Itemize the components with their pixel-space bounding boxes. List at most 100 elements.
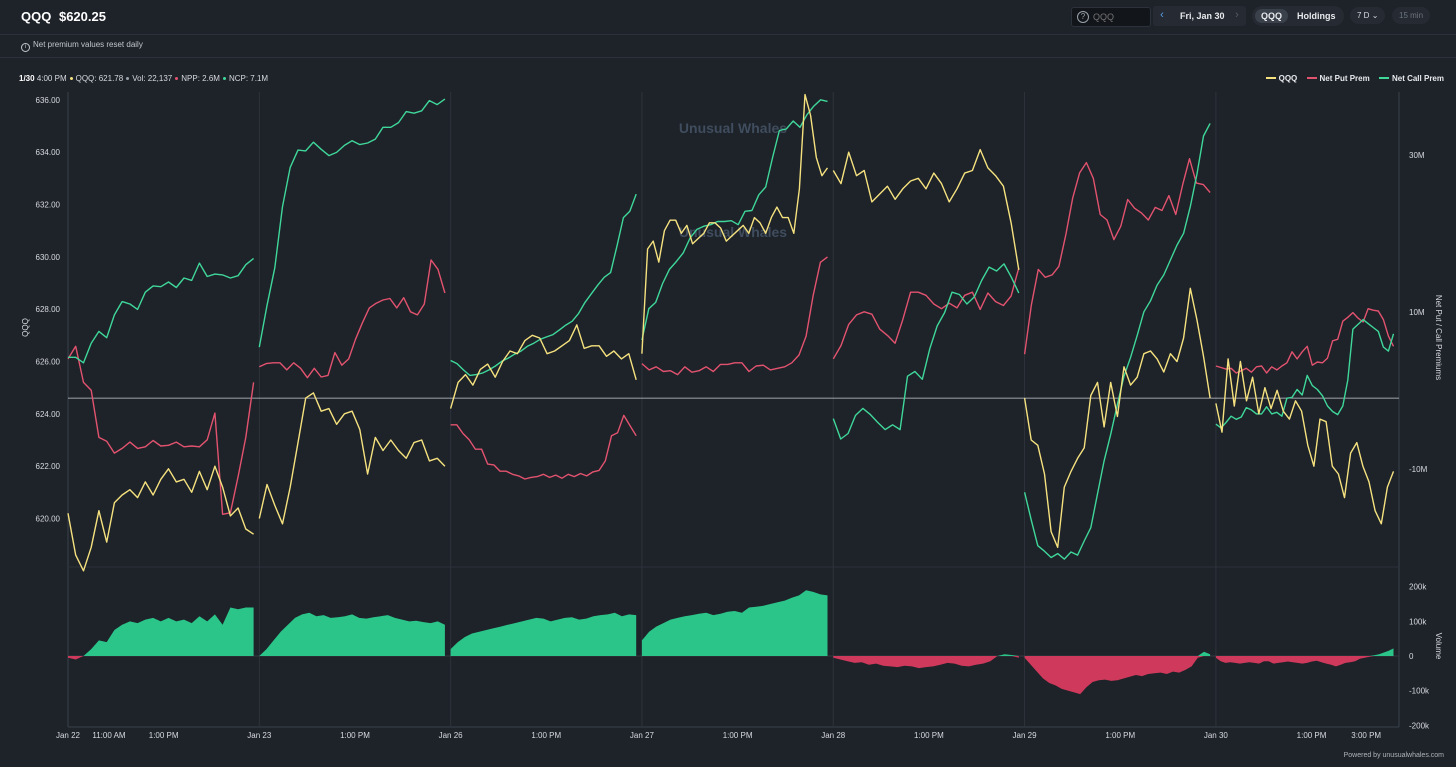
volume-tick-label: -100k [1409, 687, 1430, 696]
volume-tick-label: -200k [1409, 721, 1430, 730]
legend-put[interactable]: Net Put Prem [1306, 74, 1370, 83]
x-tick-label: 1:00 PM [340, 731, 370, 740]
readout-ncp: NCP: 7.1M [228, 74, 269, 83]
qqq-price-line [641, 93, 829, 354]
qqq-price-line [1215, 358, 1395, 525]
net-put-prem-line [259, 259, 446, 379]
y-tick-label: 624.00 [36, 410, 61, 419]
tab-qqq[interactable]: QQQ [1255, 9, 1289, 23]
help-icon: ? [1077, 11, 1089, 23]
net-call-prem-line [258, 98, 446, 348]
y-tick-label: 626.00 [36, 358, 61, 367]
ticker-symbol: QQQ [21, 9, 52, 24]
date-label[interactable]: Fri, Jan 30 [1180, 11, 1225, 21]
volume-area-positive [68, 607, 254, 656]
y-axis-title: QQQ [21, 318, 30, 337]
net-call-prem-line [1215, 318, 1395, 429]
volume-area-positive [1215, 648, 1394, 656]
legend-swatch-call [1378, 77, 1389, 79]
x-tick-label: Jan 28 [821, 731, 846, 740]
qqq-dot [69, 77, 73, 80]
volume-area-positive [450, 612, 637, 656]
volume-tick-label: 0 [1409, 652, 1414, 661]
y-tick-label: 634.00 [36, 148, 61, 157]
net-call-prem-line [832, 263, 1020, 440]
powered-by: Powered by unusualwhales.com [1343, 752, 1444, 759]
watermark-logo-1: Unusual Whales [679, 120, 787, 136]
ncp-dot [222, 77, 226, 80]
volume-area-negative [68, 656, 254, 660]
qqq-price-line [832, 148, 1020, 271]
readout-date: 1/30 [19, 74, 35, 83]
x-tick-label: Jan 23 [247, 731, 272, 740]
x-tick-label: 1:00 PM [531, 731, 561, 740]
x-tick-label: 1:00 PM [723, 731, 753, 740]
y-tick-label: 620.00 [36, 515, 61, 524]
info-icon: i [21, 43, 30, 52]
y-right-tick-label: 30M [1409, 151, 1425, 160]
x-tick-label: 1:00 PM [1297, 731, 1327, 740]
tab-holdings[interactable]: Holdings [1297, 11, 1336, 21]
x-tick-label: 1:00 PM [1105, 731, 1135, 740]
x-tick-label: Jan 29 [1013, 731, 1038, 740]
legend-swatch-qqq [1265, 77, 1276, 79]
ticker-title: QQQ $620.25 [21, 9, 106, 24]
npp-dot [175, 77, 179, 80]
range-select[interactable]: 7 D ⌄ [1350, 7, 1386, 24]
x-tick-label: Jan 26 [439, 731, 464, 740]
y-tick-label: 636.00 [36, 96, 61, 105]
volume-area-positive [833, 654, 1019, 656]
date-navigator: ‹ Fri, Jan 30 › [1153, 6, 1246, 26]
qqq-price-line [449, 324, 637, 409]
qqq-price-line [1023, 287, 1211, 548]
readout-vol: Vol: 22,137 [132, 74, 173, 83]
legend-call[interactable]: Net Call Prem [1378, 74, 1444, 83]
volume-tick-label: 100k [1409, 617, 1427, 626]
chevron-left-icon[interactable]: ‹ [1160, 9, 1164, 21]
legend-label-put: Net Put Prem [1319, 74, 1370, 83]
legend-swatch-put [1306, 77, 1317, 79]
net-put-prem-line [67, 345, 255, 515]
net-put-prem-line [1215, 308, 1395, 374]
divider [0, 57, 1456, 58]
reset-notice: i Net premium values reset daily [21, 40, 143, 52]
chevron-right-icon[interactable]: › [1235, 9, 1239, 21]
net-put-prem-line [1023, 157, 1211, 355]
ticker-price: $620.25 [58, 9, 106, 24]
readout-npp: NPP: 2.6M [181, 74, 220, 83]
y-right-tick-label: -10M [1409, 465, 1428, 474]
volume-area-negative [1024, 656, 1211, 695]
interval-select[interactable]: 15 min [1392, 7, 1431, 24]
notice-text: Net premium values reset daily [33, 40, 143, 49]
net-put-prem-line [641, 256, 828, 376]
qqq-price-line [258, 392, 446, 525]
net-put-prem-line [450, 414, 637, 480]
volume-tick-label: 200k [1409, 583, 1427, 592]
search-input[interactable] [1093, 10, 1147, 24]
volume-area-positive [641, 590, 828, 656]
net-call-prem-line [450, 193, 637, 377]
y-tick-label: 628.00 [36, 305, 61, 314]
volume-axis-title: Volume [1434, 633, 1443, 660]
x-tick-label: 1:00 PM [914, 731, 944, 740]
net-call-prem-line [1023, 123, 1211, 560]
legend-qqq[interactable]: QQQ [1265, 74, 1298, 83]
vol-dot [126, 77, 130, 80]
readout-qqq: QQQ: 621.78 [75, 74, 124, 83]
y-tick-label: 632.00 [36, 201, 61, 210]
x-tick-label: Jan 27 [630, 731, 655, 740]
volume-area-positive [259, 612, 445, 656]
net-call-prem-line [68, 257, 255, 364]
y-right-axis-title: Net Put / Call Premiums [1434, 295, 1443, 380]
chart-legend: QQQ Net Put Prem Net Call Prem [1259, 74, 1444, 83]
readout-time: 4:00 PM [36, 74, 67, 83]
qqq-price-line [67, 465, 254, 572]
legend-label-qqq: QQQ [1278, 74, 1298, 83]
net-put-prem-line [832, 267, 1020, 360]
search-box[interactable]: ? [1071, 7, 1151, 27]
y-tick-label: 622.00 [36, 462, 61, 471]
y-tick-label: 630.00 [36, 253, 61, 262]
legend-label-call: Net Call Prem [1391, 74, 1444, 83]
volume-area-positive [1024, 651, 1211, 656]
